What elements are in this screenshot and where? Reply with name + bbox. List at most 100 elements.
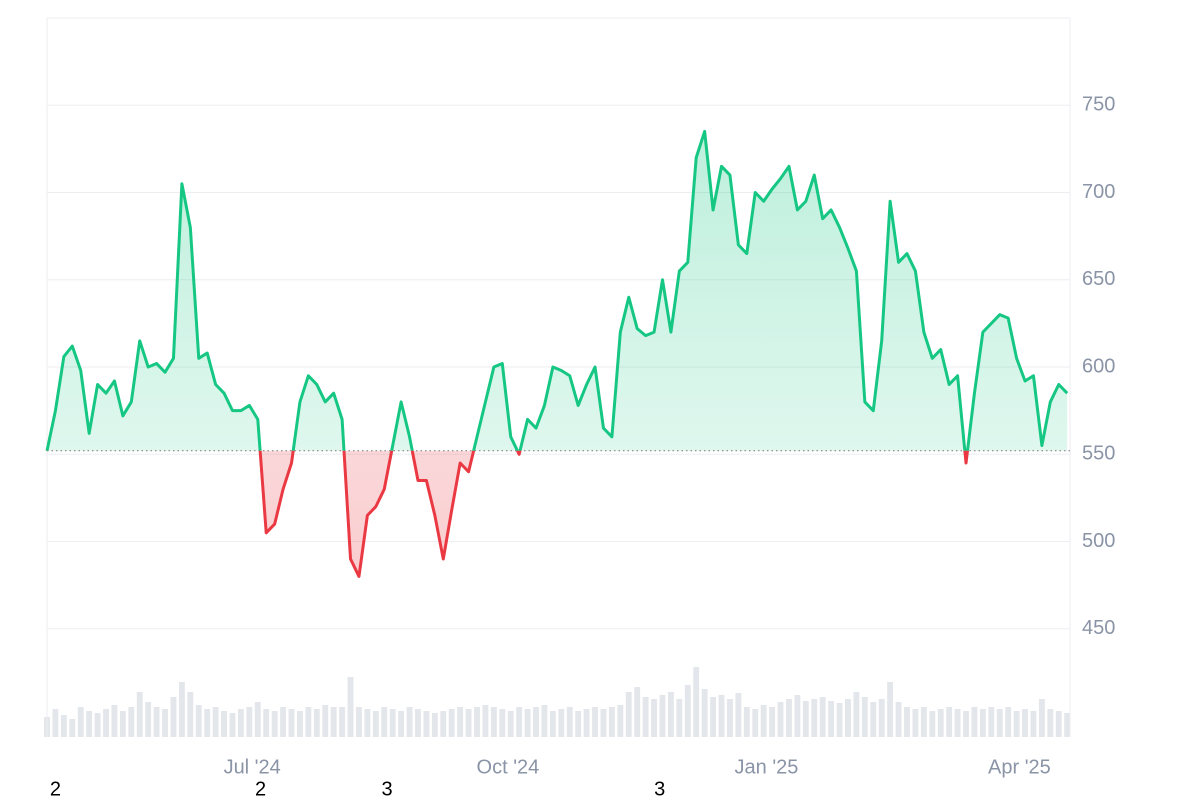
x-tick-label: Apr '25 (988, 756, 1051, 778)
volume-bar (440, 711, 447, 737)
volume-bar (204, 709, 211, 737)
volume-bar (634, 687, 641, 737)
volume-bar (710, 697, 717, 737)
volume-bar (364, 709, 371, 737)
volume-bar (1038, 699, 1045, 737)
volume-bar (128, 707, 135, 737)
volume-bar (254, 702, 261, 737)
volume-bar (1055, 711, 1062, 737)
volume-bar (339, 707, 346, 737)
volume-bar (1064, 713, 1071, 737)
volume-bar (280, 707, 287, 737)
x-tick-label: Jul '24 (224, 756, 281, 778)
volume-bar (676, 699, 683, 737)
label-layer: 450 500 550 600 650 700 750 Jul '24 Oct '24 Jan '… (50, 94, 1116, 800)
volume-bar (786, 699, 792, 737)
volume-bar (229, 713, 236, 737)
volume-bar (752, 709, 759, 737)
volume-bar (195, 705, 202, 737)
volume-bar (77, 707, 84, 737)
volume-bar (853, 692, 860, 737)
x-tick-label: Oct '24 (477, 756, 540, 778)
volume-bar (802, 701, 809, 737)
area-up (47, 131, 1068, 451)
event-marker: 3 (654, 778, 665, 800)
volume-bar (600, 709, 607, 737)
volume-bar (499, 709, 506, 737)
volume-bar (861, 697, 868, 737)
volume-bar (549, 711, 556, 737)
volume-bar (69, 719, 76, 737)
volume-bar (769, 707, 776, 737)
volume-bar (389, 709, 396, 737)
volume-bar (187, 692, 194, 737)
volume-bar (330, 707, 337, 737)
volume-bar (735, 693, 742, 737)
volume-bar (313, 709, 320, 737)
volume-bar (836, 703, 843, 737)
volume-bar (153, 707, 160, 737)
volume-bar (490, 707, 497, 737)
volume-bar (828, 701, 835, 737)
volume-layer (44, 667, 1071, 737)
volume-bar (971, 707, 978, 737)
y-tick-label: 650 (1082, 268, 1115, 290)
volume-bar (516, 707, 523, 737)
volume-bar (566, 707, 573, 737)
volume-bar (743, 707, 750, 737)
volume-bar (895, 702, 902, 737)
volume-bar (94, 713, 101, 737)
volume-bar (558, 709, 565, 737)
volume-bar (937, 709, 944, 737)
y-tick-label: 600 (1082, 355, 1115, 377)
volume-bar (777, 702, 784, 737)
volume-bar (482, 705, 489, 737)
event-marker: 2 (50, 778, 61, 800)
volume-bar (1013, 711, 1020, 737)
volume-bar (60, 715, 67, 737)
volume-bar (381, 707, 388, 737)
volume-bar (398, 711, 405, 737)
volume-bar (524, 709, 531, 737)
volume-bar (347, 677, 354, 737)
volume-bar (996, 709, 1003, 737)
volume-bar (954, 709, 961, 737)
y-tick-label: 500 (1082, 530, 1115, 552)
volume-bar (1030, 711, 1037, 737)
volume-bar (912, 709, 919, 737)
volume-bar (1047, 709, 1054, 737)
volume-bar (406, 707, 413, 737)
volume-bar (1005, 707, 1012, 737)
volume-bar (963, 711, 969, 737)
volume-bar (297, 711, 303, 737)
volume-bar (119, 711, 126, 737)
volume-bar (145, 702, 152, 737)
volume-bar (920, 707, 927, 737)
plot-layer (45, 129, 1070, 578)
area-down (260, 450, 968, 577)
volume-bar (415, 709, 421, 737)
volume-bar (979, 709, 986, 737)
volume-bar (372, 711, 379, 737)
volume-bar (651, 699, 657, 737)
volume-bar (86, 711, 93, 737)
volume-bar (819, 697, 826, 737)
volume-bar (608, 707, 615, 737)
volume-bar (465, 709, 472, 737)
volume-bar (811, 699, 818, 737)
volume-bar (457, 707, 464, 737)
volume-bar (263, 709, 270, 737)
volume-bar (52, 709, 59, 737)
volume-bar (136, 692, 143, 737)
volume-bar (684, 685, 691, 737)
volume-bar (111, 705, 118, 737)
volume-bar (870, 702, 877, 737)
volume-bar (221, 711, 227, 737)
volume-bar (541, 705, 548, 737)
event-marker: 3 (382, 778, 393, 800)
volume-bar (693, 667, 700, 737)
volume-bar (988, 707, 995, 737)
volume-bar (929, 711, 936, 737)
volume-bar (162, 709, 168, 737)
